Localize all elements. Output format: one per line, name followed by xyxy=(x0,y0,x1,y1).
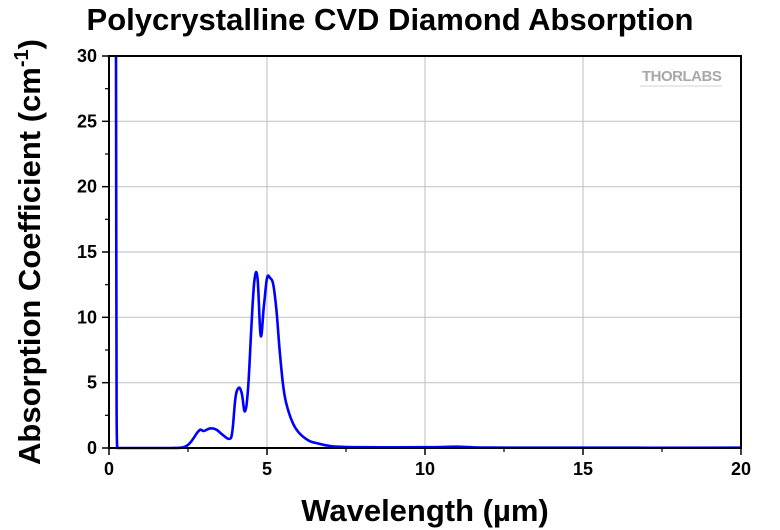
x-tick-label: 5 xyxy=(262,459,272,479)
thorlabs-logo: THORLABS xyxy=(640,68,722,87)
tick-labels: 0 5 10 15 20 0 5 10 15 20 25 30 xyxy=(77,46,751,479)
x-tick-label: 15 xyxy=(573,459,593,479)
chart-title: Polycrystalline CVD Diamond Absorption xyxy=(86,2,694,37)
grid-lines xyxy=(109,56,741,448)
y-axis-title: Absorption Coefficient (cm-1) xyxy=(11,39,47,465)
y-tick-label: 0 xyxy=(87,438,97,458)
y-tick-label: 30 xyxy=(77,46,97,66)
x-tick-label: 10 xyxy=(415,459,435,479)
y-tick-label: 20 xyxy=(77,177,97,197)
x-tick-label: 0 xyxy=(104,459,114,479)
y-tick-label: 5 xyxy=(87,373,97,393)
y-tick-label: 25 xyxy=(77,111,97,131)
axis-ticks xyxy=(102,55,742,455)
x-axis-title: Wavelength (µm) xyxy=(301,493,549,528)
svg-text:THORLABS: THORLABS xyxy=(642,68,722,85)
x-tick-label: 20 xyxy=(731,459,751,479)
y-tick-label: 15 xyxy=(77,242,97,262)
y-tick-label: 10 xyxy=(77,307,97,327)
